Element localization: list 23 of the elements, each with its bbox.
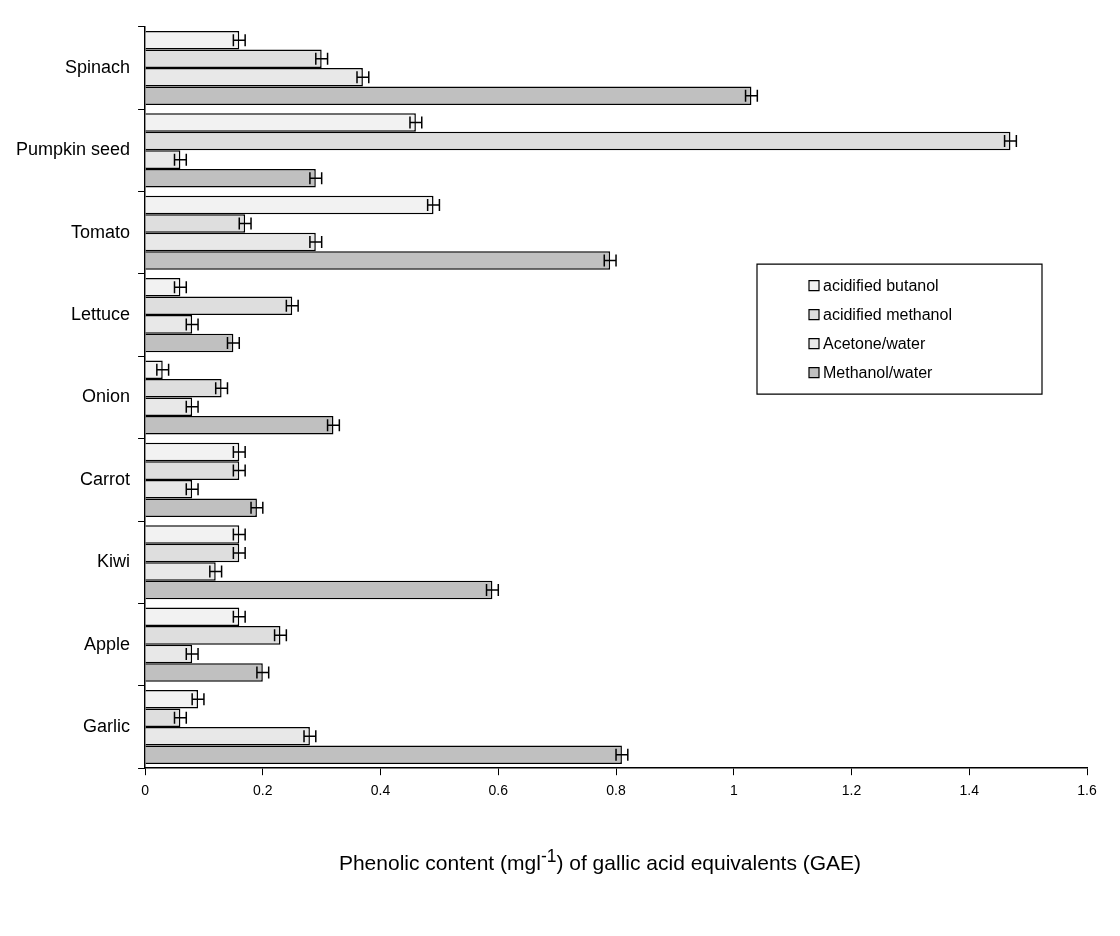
x-tick-label: 0.8	[606, 782, 626, 799]
x-tick-label: 1	[729, 782, 738, 799]
x-tick-label: 0.4	[370, 782, 391, 799]
y-tick-label: Onion	[82, 386, 131, 407]
legend-label: acidified methanol	[823, 305, 952, 323]
x-tick-label: 1.6	[1077, 782, 1097, 799]
legend-label: Methanol/water	[823, 363, 934, 381]
x-axis-title: Phenolic content (mgl$^{-1}$) of gallic acid equivalents (GAE)	[337, 846, 863, 875]
y-tick-label: Lettuce	[71, 304, 131, 325]
x-tick-label: 0	[141, 782, 150, 799]
y-tick-label: Garlic	[83, 715, 131, 736]
legend-label: acidified butanol	[823, 276, 939, 294]
y-tick-label: Pumpkin seed	[15, 139, 131, 160]
x-tick-label: 1.2	[841, 782, 862, 799]
x-tick-label: 1.4	[959, 782, 980, 799]
y-tick-label: Kiwi	[97, 551, 131, 572]
legend-label: Acetone/water	[823, 334, 926, 352]
x-tick-label: 0.2	[253, 782, 273, 799]
y-tick-label: Apple	[84, 633, 131, 654]
y-tick-label: Spinach	[65, 56, 131, 77]
x-tick-label: 0.6	[488, 782, 509, 799]
y-tick-label: Carrot	[80, 468, 131, 489]
y-tick-label: Tomato	[71, 221, 131, 242]
